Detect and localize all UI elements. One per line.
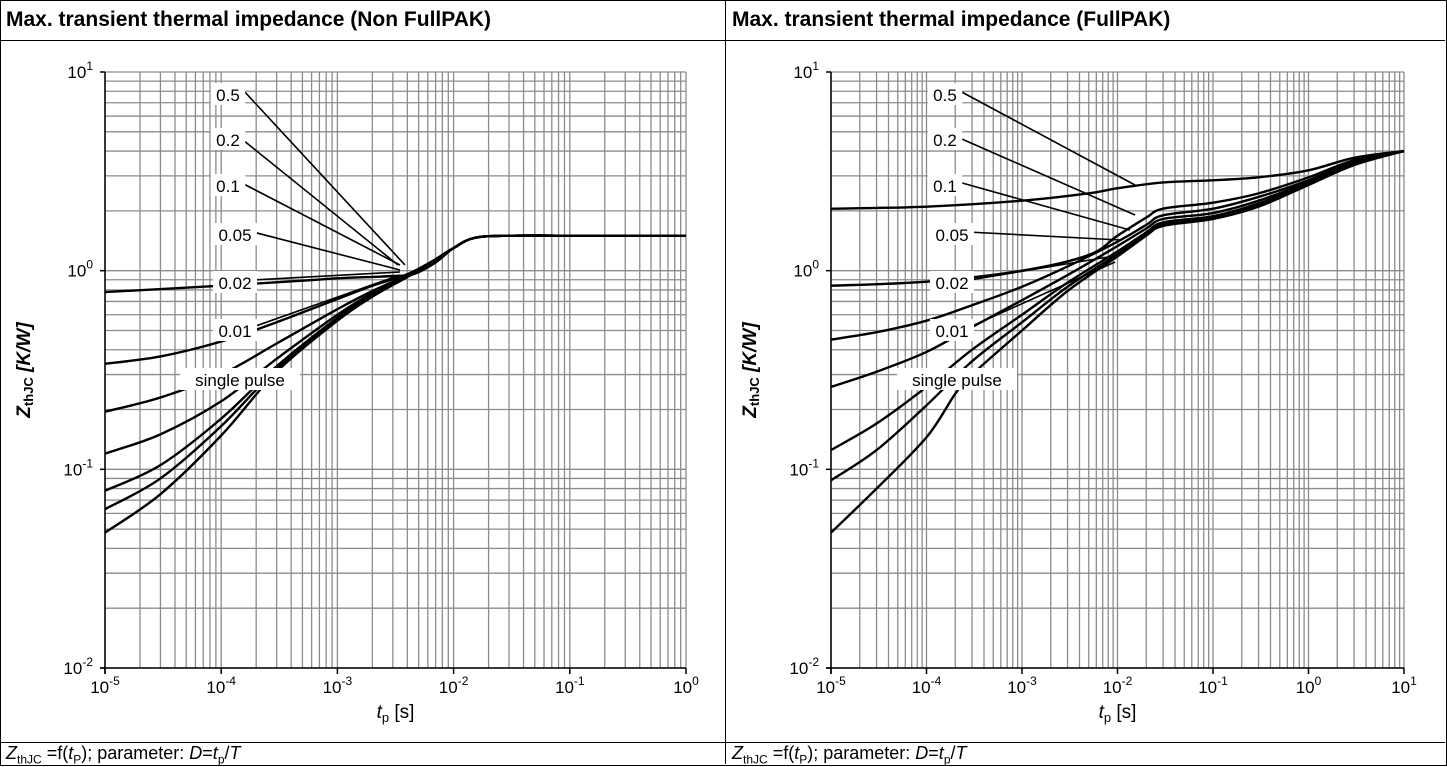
panel-divider xyxy=(725,0,726,764)
curve-label: 0.5 xyxy=(933,86,957,105)
curve-label-bg xyxy=(930,271,974,293)
curve-label-bg xyxy=(213,319,257,341)
x-tick-label: 10-4 xyxy=(206,674,236,697)
curve-label-bg xyxy=(210,128,246,150)
x-tick-label: 10-4 xyxy=(912,674,942,697)
x-tick-label: 10-2 xyxy=(439,674,469,697)
x-tick-label: 10-3 xyxy=(1007,674,1037,697)
curve-label-bg xyxy=(210,83,246,105)
curve-label: single pulse xyxy=(912,371,1002,390)
series-line-0.5 xyxy=(830,149,1405,210)
curve-label-bg xyxy=(930,319,974,341)
x-tick-label: 10-1 xyxy=(555,674,585,697)
curve-label: 0.05 xyxy=(218,226,251,245)
x-tick-label: 10-1 xyxy=(1198,674,1228,697)
series-line-0.05 xyxy=(830,149,1405,389)
curve-label-bg xyxy=(210,174,246,196)
curve-label-bg xyxy=(180,368,300,390)
y-tick-label: 10-1 xyxy=(63,456,93,479)
curve-label: 0.02 xyxy=(218,274,251,293)
label-leader xyxy=(252,274,401,328)
series-line-0.2 xyxy=(830,149,1405,287)
panel-title-nonfullpak: Max. transient thermal impedance (Non Fu… xyxy=(6,8,492,31)
series-line-single-pulse xyxy=(830,149,1405,534)
curve-label-bg xyxy=(927,83,963,105)
curve-label: 0.01 xyxy=(218,322,251,341)
x-tick-label: 10-2 xyxy=(1103,674,1133,697)
leader-group xyxy=(954,89,1136,328)
label-leader xyxy=(242,89,406,266)
panel-title-fullpak: Max. transient thermal impedance (FullPA… xyxy=(732,8,1171,31)
curve-label-bg xyxy=(927,128,963,150)
y-tick-label: 101 xyxy=(793,59,819,82)
label-leader xyxy=(967,231,1121,241)
label-leader xyxy=(954,180,1131,231)
curve-label-bg xyxy=(930,223,974,245)
y-tick-label: 10-1 xyxy=(789,456,819,479)
y-tick-label: 101 xyxy=(67,59,93,82)
curve-label: 0.01 xyxy=(935,322,968,341)
leader-group xyxy=(237,89,406,328)
curve-label-bg xyxy=(213,271,257,293)
x-tick-label: 10-3 xyxy=(323,674,353,697)
y-tick-label: 10-2 xyxy=(789,655,819,678)
y-tick-label: 100 xyxy=(67,258,93,281)
curve-label: 0.02 xyxy=(935,274,968,293)
curve-label: 0.05 xyxy=(935,226,968,245)
curve-label: 0.5 xyxy=(216,86,240,105)
curve-label: 0.2 xyxy=(933,131,957,150)
x-tick-label: 100 xyxy=(673,674,699,697)
series-group xyxy=(104,234,686,534)
curve-label: 0.2 xyxy=(216,131,240,150)
y-axis-label: ZthJC [K/W] xyxy=(740,322,762,419)
y-tick-label: 10-2 xyxy=(63,655,93,678)
x-tick-label: 100 xyxy=(1296,674,1322,697)
curve-label: 0.1 xyxy=(933,177,957,196)
label-leader xyxy=(957,89,1136,186)
x-axis-label: tp [s] xyxy=(1099,702,1137,725)
label-leader xyxy=(252,231,401,271)
label-leader xyxy=(954,135,1136,216)
curve-label: single pulse xyxy=(195,371,285,390)
caption-divider xyxy=(0,742,1445,743)
curve-label-bg xyxy=(927,174,963,196)
curve-label-bg xyxy=(897,368,1017,390)
x-axis-label: tp [s] xyxy=(377,702,415,725)
caption-nonfullpak: ZthJC =f(tP); parameter: D=tp/T xyxy=(6,743,241,767)
grid xyxy=(830,71,1405,669)
series-line-single-pulse xyxy=(104,234,686,534)
label-leader xyxy=(969,261,1116,328)
y-axis-label: ZthJC [K/W] xyxy=(14,322,36,419)
title-divider xyxy=(0,40,1445,41)
curve-label: 0.1 xyxy=(216,177,240,196)
label-leader xyxy=(969,254,1121,281)
curve-label-bg xyxy=(213,223,257,245)
label-leader xyxy=(252,271,401,281)
caption-fullpak: ZthJC =f(tP); parameter: D=tp/T xyxy=(732,743,967,767)
x-tick-label: 10-5 xyxy=(90,674,120,697)
x-tick-label: 10-5 xyxy=(816,674,846,697)
label-leader xyxy=(237,180,401,266)
x-tick-label: 101 xyxy=(1391,674,1417,697)
label-leader xyxy=(237,135,399,266)
y-tick-label: 100 xyxy=(793,258,819,281)
